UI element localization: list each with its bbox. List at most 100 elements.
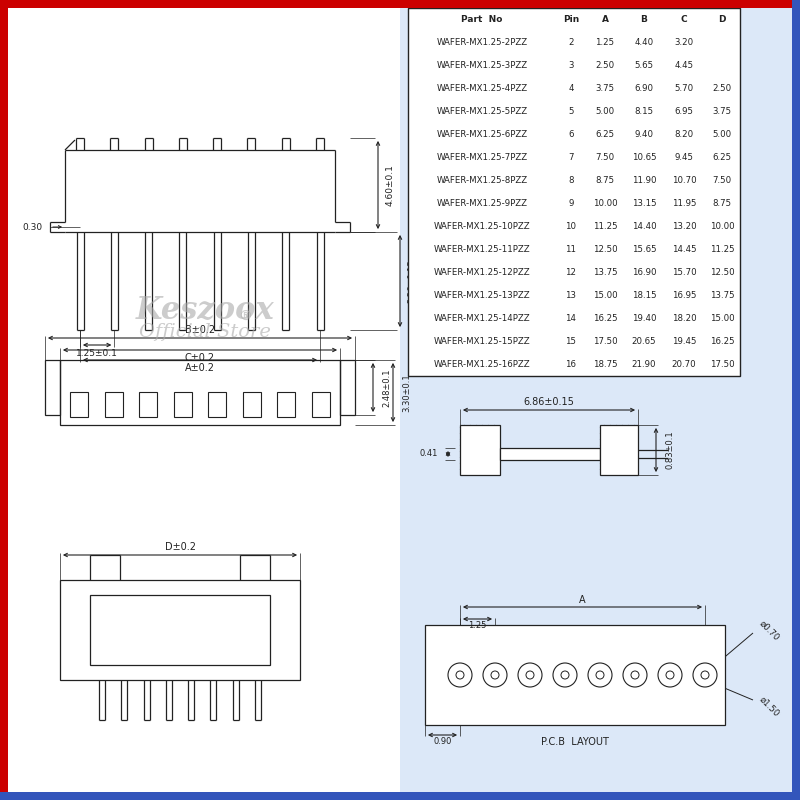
Bar [400,8,792,792]
Text: 11.25: 11.25 [593,222,618,231]
Text: 11.25: 11.25 [710,245,734,254]
Bar [340,360,355,415]
Circle shape [623,663,647,687]
Circle shape [658,663,682,687]
Text: 13: 13 [566,291,577,300]
Text: C±0.2: C±0.2 [185,353,215,363]
Circle shape [491,671,499,679]
Bar [792,0,800,800]
Text: 5.70: 5.70 [674,84,694,93]
Circle shape [631,671,639,679]
Text: 3.30±0.1: 3.30±0.1 [402,373,411,412]
Text: 2: 2 [568,38,574,47]
Text: WAFER-MX1.25-12PZZ: WAFER-MX1.25-12PZZ [434,268,530,277]
Text: 10.00: 10.00 [593,199,618,208]
Bar [90,595,270,665]
Bar [139,392,157,417]
Text: A: A [579,595,586,605]
Text: WAFER-MX1.25-10PZZ: WAFER-MX1.25-10PZZ [434,222,530,231]
Bar [0,0,8,800]
Text: WAFER-MX1.25-15PZZ: WAFER-MX1.25-15PZZ [434,337,530,346]
Text: 15.65: 15.65 [632,245,656,254]
Text: 3: 3 [568,61,574,70]
Text: 17.50: 17.50 [593,337,618,346]
Text: WAFER-MX1.25-8PZZ: WAFER-MX1.25-8PZZ [437,176,527,185]
Bar [208,392,226,417]
Bar [60,360,340,425]
Text: ø1.50: ø1.50 [757,695,781,718]
Text: 0.41: 0.41 [420,450,438,458]
Text: 2.48±0.1: 2.48±0.1 [382,368,391,406]
Text: Keszoox: Keszoox [136,294,274,326]
Text: 6.25: 6.25 [595,130,614,139]
Text: 16.25: 16.25 [710,337,734,346]
Text: 5.00: 5.00 [595,107,614,116]
Text: 20.65: 20.65 [632,337,656,346]
Text: 10: 10 [566,222,577,231]
Text: WAFER-MX1.25-14PZZ: WAFER-MX1.25-14PZZ [434,314,530,323]
Text: 8.15: 8.15 [634,107,654,116]
Text: 0.30: 0.30 [22,222,42,231]
Circle shape [553,663,577,687]
Text: A±0.2: A±0.2 [185,363,215,373]
Text: 7.50: 7.50 [713,176,731,185]
Text: 2.50: 2.50 [595,61,614,70]
Bar [60,580,300,680]
Text: 12.50: 12.50 [710,268,734,277]
Text: 1.25±0.1: 1.25±0.1 [76,349,118,358]
Circle shape [666,671,674,679]
Text: 5: 5 [568,107,574,116]
Text: 10.70: 10.70 [672,176,696,185]
Text: A: A [602,15,609,24]
Bar [105,392,122,417]
Text: 14.40: 14.40 [632,222,656,231]
Bar [425,625,725,725]
Text: 21.90: 21.90 [632,360,656,369]
Text: 9.45: 9.45 [674,153,694,162]
Bar [600,425,638,475]
Text: 6: 6 [568,130,574,139]
Text: 16.25: 16.25 [593,314,618,323]
Bar [312,392,330,417]
Text: 10.65: 10.65 [632,153,656,162]
Text: 2.26±0.15: 2.26±0.15 [407,259,417,303]
Bar [70,392,88,417]
Text: P.C.B  LAYOUT: P.C.B LAYOUT [541,737,609,747]
Text: 15: 15 [566,337,577,346]
Text: 20.70: 20.70 [672,360,696,369]
Text: 0.83±0.1: 0.83±0.1 [666,430,674,470]
Text: 5.65: 5.65 [634,61,654,70]
Text: WAFER-MX1.25-11PZZ: WAFER-MX1.25-11PZZ [434,245,530,254]
Text: ®: ® [238,310,252,324]
Text: WAFER-MX1.25-7PZZ: WAFER-MX1.25-7PZZ [437,153,527,162]
Text: 4: 4 [568,84,574,93]
Circle shape [483,663,507,687]
Circle shape [448,663,472,687]
Text: 11.95: 11.95 [672,199,696,208]
Text: 4.60±0.1: 4.60±0.1 [386,164,394,206]
Text: WAFER-MX1.25-2PZZ: WAFER-MX1.25-2PZZ [437,38,527,47]
Text: 7.50: 7.50 [595,153,614,162]
Bar [174,392,192,417]
Text: 14: 14 [566,314,577,323]
Text: 18.75: 18.75 [593,360,618,369]
Bar [0,792,800,800]
Text: 3.75: 3.75 [713,107,731,116]
Bar [408,8,740,376]
Text: 4.45: 4.45 [674,61,694,70]
Text: 16: 16 [566,360,577,369]
Text: WAFER-MX1.25-13PZZ: WAFER-MX1.25-13PZZ [434,291,530,300]
Text: D: D [718,15,726,24]
Text: 12: 12 [566,268,577,277]
Text: B±0.2: B±0.2 [185,325,215,335]
Text: WAFER-MX1.25-6PZZ: WAFER-MX1.25-6PZZ [437,130,527,139]
Text: 8.75: 8.75 [595,176,614,185]
Text: 7: 7 [568,153,574,162]
Text: 13.75: 13.75 [593,268,618,277]
Text: 13.15: 13.15 [632,199,656,208]
Circle shape [526,671,534,679]
Circle shape [596,671,604,679]
Bar [500,448,600,460]
Text: Official Store: Official Store [139,323,271,341]
Text: 18.15: 18.15 [632,291,656,300]
